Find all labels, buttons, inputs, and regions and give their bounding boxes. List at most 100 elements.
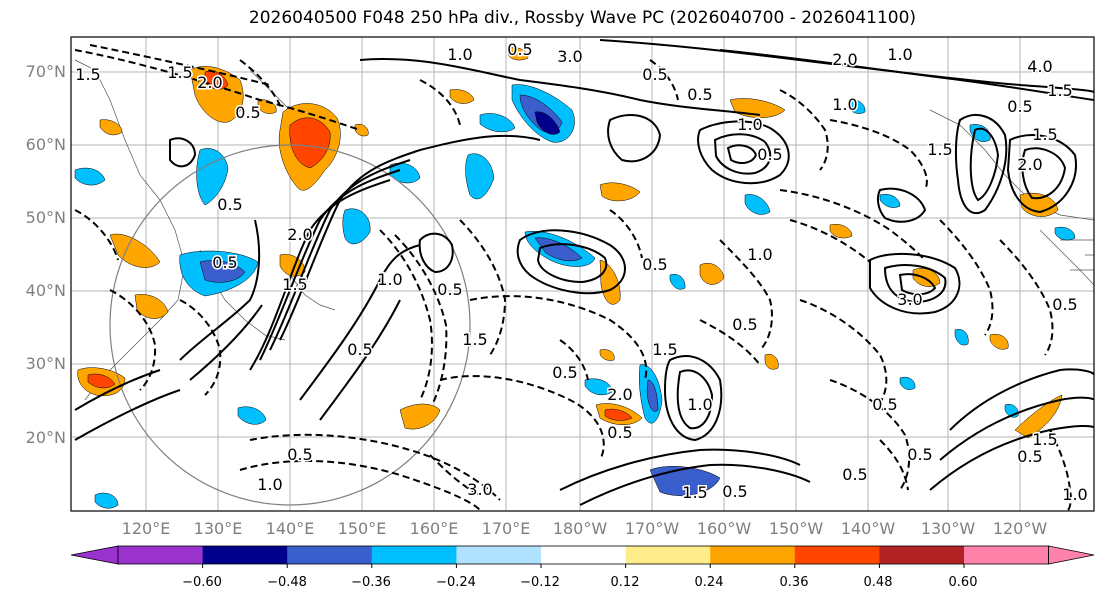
contour-label: 0.5 (722, 482, 747, 501)
contour-label: 2.0 (1017, 155, 1042, 174)
map-title: 2026040500 F048 250 hPa div., Rossby Wav… (248, 8, 917, 28)
contour-label: 1.0 (747, 245, 772, 264)
lon-label: 170°E (481, 519, 531, 538)
contour-label: 0.5 (212, 253, 237, 272)
contour-label: 3.0 (557, 47, 582, 66)
contour-label: 1.0 (447, 45, 472, 64)
colorbar-segment (794, 546, 880, 564)
contour-label: 0.5 (1007, 97, 1032, 116)
contour-label: 2.0 (832, 50, 857, 69)
contour-label: 0.5 (552, 363, 577, 382)
colorbar-tick-label: 0.12 (610, 575, 640, 590)
colorbar-tick-label: 0.48 (863, 575, 893, 590)
colorbar-extend-min (70, 545, 119, 565)
contour-label: 1.5 (1047, 81, 1072, 100)
colorbar-frame (117, 545, 1049, 565)
contour-label: 1.0 (737, 115, 762, 134)
lon-label: 160°E (409, 519, 459, 538)
contour-label: 0.5 (842, 465, 867, 484)
contour-label: 0.5 (872, 395, 897, 414)
lat-label: 60°N (25, 135, 66, 154)
lat-label: 30°N (25, 354, 66, 373)
contour-label: 1.0 (887, 45, 912, 64)
contour-label: 1.0 (687, 395, 712, 414)
contour-label: 0.5 (687, 85, 712, 104)
colorbar-segment (118, 546, 204, 564)
colorbar-segment (625, 546, 711, 564)
lat-label: 50°N (25, 208, 66, 227)
lon-label: 160°W (696, 519, 752, 538)
colorbar-extend-max (1048, 545, 1095, 565)
colorbar-segment (879, 546, 965, 564)
colorbar-segment (287, 546, 373, 564)
lon-label: 140°W (840, 519, 896, 538)
colorbar-segment (456, 546, 542, 564)
contour-label: 0.5 (642, 255, 667, 274)
contour-label: 1.5 (75, 65, 100, 84)
lon-label: 130°W (920, 519, 976, 538)
lon-label: 150°E (337, 519, 387, 538)
divergence-shading (74, 47, 1076, 509)
contour-label: 3.0 (897, 290, 922, 309)
contour-label: 1.5 (1032, 430, 1057, 449)
lon-label: 140°E (265, 519, 315, 538)
colorbar-tick-label: −0.12 (520, 575, 560, 590)
contour-label: 2.0 (197, 73, 222, 92)
colorbar-tick-label: 0.36 (779, 575, 809, 590)
lat-label: 70°N (25, 62, 66, 81)
contour-label: 1.5 (652, 340, 677, 359)
solid-contours (74, 39, 1094, 506)
contour-label: 0.5 (347, 340, 372, 359)
contour-label: 4.0 (1027, 57, 1052, 76)
contour-label: 1.5 (682, 483, 707, 502)
colorbar-tick-label: −0.48 (267, 575, 307, 590)
contour-label: 1.5 (1032, 125, 1057, 144)
contour-label: 1.0 (257, 475, 282, 494)
contour-label: 0.5 (907, 445, 932, 464)
contour-label: 2.0 (287, 225, 312, 244)
colorbar-segment (710, 546, 796, 564)
colorbar-segment (202, 546, 288, 564)
lon-label: 130°E (193, 519, 243, 538)
contour-labels: 1.5 2.00.51.0 3.01.50.51.02.0 4.01.50.51.00… (74, 39, 1089, 506)
colorbar-segment (964, 546, 1050, 564)
reference-circle (109, 144, 471, 506)
contour-label: 0.5 (287, 445, 312, 464)
contour-label: 1.0 (377, 270, 402, 289)
lon-label: 150°W (768, 519, 824, 538)
contour-label: 3.0 (467, 480, 492, 499)
lon-label: 180°W (552, 519, 608, 538)
contour-label: 0.5 (437, 280, 462, 299)
contour-label: 0.5 (642, 65, 667, 84)
contour-label: 0.5 (1052, 295, 1077, 314)
contour-label: 1.0 (832, 95, 857, 114)
map-frame (70, 36, 1095, 512)
contour-label: 1.5 (462, 330, 487, 349)
lat-label: 40°N (25, 281, 66, 300)
lon-label: 120°W (992, 519, 1048, 538)
contour-label: 0.5 (235, 103, 260, 122)
contour-label: 0.5 (1017, 447, 1042, 466)
lon-label: 170°W (624, 519, 680, 538)
contour-label: 1.5 (167, 63, 192, 82)
colorbar-segment (541, 546, 627, 564)
contour-label: 0.5 (217, 195, 242, 214)
contour-label: 2.0 (607, 385, 632, 404)
colorbar-tick-label: 0.60 (948, 575, 978, 590)
colorbar (70, 545, 1095, 568)
colorbar-tick-label: 0.24 (694, 575, 724, 590)
colorbar-tick-label: −0.60 (182, 575, 222, 590)
lon-label: 120°E (121, 519, 171, 538)
contour-label: 0.5 (507, 40, 532, 59)
contour-label: 1.0 (1062, 485, 1087, 504)
colorbar-tick-label: −0.36 (351, 575, 391, 590)
colorbar-tick-label: −0.24 (436, 575, 476, 590)
contour-label: 0.5 (757, 145, 782, 164)
contour-label: 1.5 (282, 275, 307, 294)
contour-label: 1.5 (927, 140, 952, 159)
contour-label: 0.5 (607, 423, 632, 442)
dashed-contours (74, 44, 1072, 511)
lat-label: 20°N (25, 428, 66, 447)
colorbar-segment (371, 546, 457, 564)
